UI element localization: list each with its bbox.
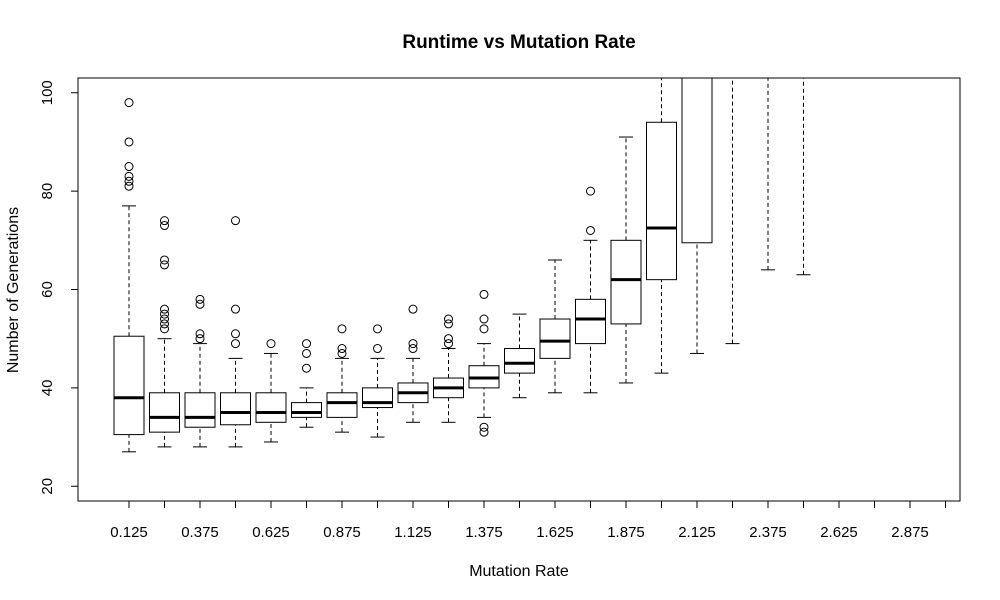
outlier-point	[302, 348, 311, 358]
outlier-point	[160, 255, 169, 265]
y-tick-label: 60	[39, 281, 56, 298]
box	[326, 392, 358, 418]
outlier-point	[124, 181, 134, 191]
x-tick-label: 1.375	[465, 524, 503, 541]
chart-title: Runtime vs Mutation Rate	[402, 32, 635, 53]
outlier-point	[337, 324, 347, 334]
outlier-point	[231, 216, 240, 226]
outlier-point	[444, 334, 453, 344]
outlier-point	[124, 171, 134, 181]
box	[575, 298, 606, 345]
x-tick-label: 1.625	[536, 524, 574, 541]
x-axis: 0.125 0.375 0.625 0.875 1.125 1.375 1.625 1.875…	[110, 501, 946, 541]
box	[149, 392, 180, 433]
box	[504, 348, 535, 374]
outlier-point	[124, 137, 134, 147]
x-tick-label: 2.125	[678, 524, 716, 541]
outlier-point	[124, 162, 134, 172]
box	[610, 239, 642, 325]
x-tick-label: 1.875	[607, 524, 645, 541]
outlier-point	[195, 334, 205, 344]
plot-area	[113, 78, 811, 453]
x-tick-label: 2.625	[820, 524, 858, 541]
x-tick-label: 1.125	[394, 524, 432, 541]
outlier-point	[195, 294, 205, 304]
outlier-point	[479, 314, 489, 324]
outlier-point	[337, 344, 347, 354]
outlier-point	[231, 329, 240, 339]
x-tick-label: 0.375	[181, 524, 219, 541]
outlier-point	[373, 344, 382, 354]
y-tick-label: 20	[39, 478, 56, 495]
outlier-point	[444, 319, 453, 329]
y-axis-label: Number of Generations	[5, 207, 22, 373]
outlier-point	[195, 329, 205, 339]
outlier-point	[586, 225, 595, 235]
outlier-point	[444, 339, 453, 349]
outlier-point	[586, 186, 595, 196]
outlier-point	[479, 427, 489, 437]
outlier-point	[124, 98, 134, 108]
box	[184, 392, 216, 428]
y-axis: 20 40 60 80 100	[39, 80, 78, 495]
x-tick-label: 2.875	[891, 524, 929, 541]
outlier-point	[160, 221, 169, 231]
outlier-point	[160, 324, 169, 334]
box	[646, 121, 677, 281]
outlier-point	[266, 339, 276, 349]
box	[681, 78, 713, 244]
y-tick-label: 100	[39, 80, 56, 105]
outlier-point	[160, 309, 169, 319]
outlier-point	[479, 289, 489, 299]
box	[220, 392, 251, 426]
x-tick-label: 0.875	[323, 524, 361, 541]
x-tick-label: 0.625	[252, 524, 290, 541]
y-tick-label: 80	[39, 183, 56, 200]
box	[291, 402, 322, 418]
outlier-point	[408, 304, 418, 314]
outlier-point	[160, 314, 169, 324]
outlier-point	[124, 176, 134, 186]
x-tick-label: 2.375	[749, 524, 787, 541]
x-tick-label: 0.125	[110, 524, 148, 541]
box	[362, 387, 393, 409]
outlier-point	[479, 422, 489, 432]
box	[113, 335, 145, 436]
outlier-point	[160, 304, 169, 314]
outlier-point	[408, 344, 418, 354]
x-axis-label: Mutation Rate	[469, 563, 569, 580]
outlier-point	[195, 299, 205, 309]
outlier-point	[231, 304, 240, 314]
outlier-point	[302, 363, 311, 373]
y-tick-label: 40	[39, 380, 56, 397]
outlier-point	[160, 216, 169, 226]
outlier-point	[231, 339, 240, 349]
outlier-point	[302, 339, 311, 349]
outlier-point	[160, 260, 169, 270]
box	[539, 318, 571, 359]
outlier-point	[337, 348, 347, 358]
outlier-point	[479, 324, 489, 334]
outlier-point	[373, 324, 382, 334]
plot-frame	[77, 77, 961, 502]
outlier-point	[444, 314, 453, 324]
box	[255, 392, 287, 423]
outlier-point	[408, 339, 418, 349]
outlier-point	[160, 319, 169, 329]
